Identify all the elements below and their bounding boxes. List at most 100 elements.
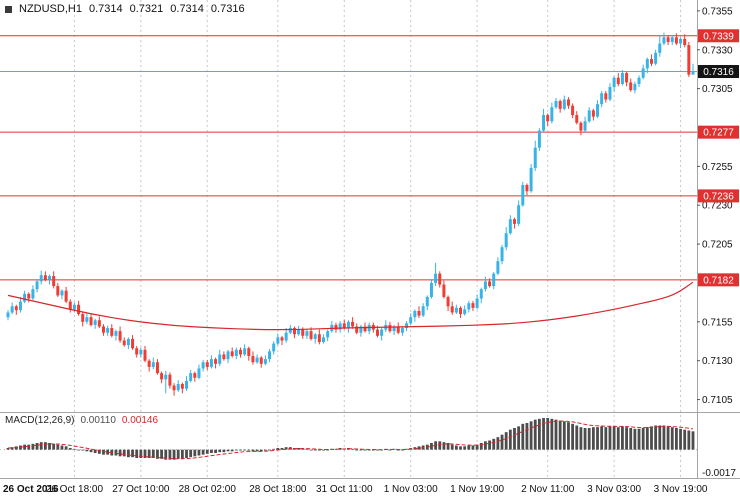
- candle-body: [554, 101, 558, 108]
- candle-body: [276, 337, 280, 344]
- macd-histogram-bar: [180, 449, 184, 459]
- macd-histogram-bar: [670, 427, 674, 450]
- candle-body: [160, 373, 164, 380]
- candle-body: [214, 359, 218, 364]
- macd-histogram-bar: [164, 449, 168, 460]
- candle-body: [243, 348, 247, 355]
- macd-histogram-bar: [438, 441, 442, 450]
- candles-layer: [6, 32, 695, 396]
- price-tick-label: 0.7130: [702, 356, 733, 367]
- candle-body: [60, 290, 64, 296]
- candle-body: [380, 329, 384, 336]
- macd-histogram-bar: [641, 428, 645, 450]
- macd-histogram-bar: [359, 449, 363, 451]
- macd-histogram-bar: [156, 449, 159, 459]
- candle-body: [359, 326, 363, 333]
- macd-histogram-bar: [214, 449, 217, 453]
- time-tick-label: 3 Nov 19:00: [654, 484, 708, 495]
- candle-body: [571, 105, 575, 116]
- candle-body: [479, 289, 483, 299]
- macd-histogram-bar: [93, 449, 97, 453]
- candle-body: [579, 122, 583, 131]
- price-level-badge-label: 0.7277: [703, 128, 734, 139]
- macd-histogram-bar: [400, 449, 404, 451]
- candle-body: [392, 326, 396, 332]
- candle-body: [421, 306, 425, 316]
- macd-histogram-bar: [317, 449, 321, 451]
- candle-body: [334, 324, 338, 330]
- macd-histogram-bar: [679, 428, 682, 450]
- macd-histogram-bar: [52, 443, 56, 450]
- macd-layer: [0, 418, 697, 460]
- candle-body: [375, 329, 379, 336]
- candle-body: [500, 247, 504, 262]
- macd-histogram-bar: [417, 446, 421, 450]
- macd-histogram-bar: [255, 449, 259, 452]
- time-tick-label: 28 Oct 18:00: [249, 484, 307, 495]
- candle-body: [508, 219, 512, 234]
- macd-histogram-bar: [504, 432, 508, 450]
- macd-histogram-bar: [596, 427, 599, 450]
- candle-body: [64, 290, 68, 302]
- macd-histogram-bar: [135, 449, 139, 458]
- candle-body: [97, 320, 101, 327]
- candle-body: [118, 331, 122, 341]
- macd-histogram-bar: [197, 449, 201, 456]
- macd-histogram-bar: [193, 449, 197, 457]
- candle-body: [297, 329, 301, 335]
- macd-histogram-bar: [189, 449, 193, 458]
- candle-body: [612, 77, 616, 88]
- candle-body: [425, 296, 429, 307]
- macd-histogram-bar: [650, 426, 653, 450]
- macd-histogram-bar: [247, 449, 251, 451]
- macd-histogram-bar: [500, 434, 504, 450]
- candle-body: [77, 304, 81, 315]
- candle-body: [185, 380, 189, 389]
- candle-body: [259, 357, 263, 364]
- candle-body: [6, 312, 10, 318]
- price-tick-label: 0.7305: [702, 84, 733, 95]
- candle-body: [641, 68, 645, 78]
- candle-body: [529, 167, 533, 192]
- candle-body: [355, 326, 359, 333]
- price-level-badge-label: 0.7182: [703, 275, 734, 286]
- macd-histogram-bar: [496, 437, 500, 450]
- candle-body: [263, 359, 267, 364]
- macd-histogram-bar: [479, 443, 483, 450]
- macd-histogram-bar: [687, 430, 691, 450]
- macd-histogram-bar: [272, 448, 276, 450]
- candle-body: [637, 77, 641, 84]
- candle-body: [31, 289, 35, 299]
- price-tick-label: 0.7255: [702, 162, 733, 173]
- macd-histogram-bar: [471, 445, 475, 450]
- macd-histogram-bar: [371, 449, 375, 451]
- macd-histogram-bar: [60, 445, 64, 450]
- macd-histogram-bar: [118, 449, 122, 457]
- macd-histogram-bar: [210, 449, 213, 453]
- candle-body: [309, 331, 313, 339]
- macd-histogram-bar: [259, 449, 263, 452]
- time-tick-label: 27 Oct 10:00: [112, 484, 170, 495]
- candle-body: [284, 332, 288, 341]
- candle-body: [193, 373, 197, 378]
- candle-body: [504, 233, 508, 248]
- time-tick-label: 2 Nov 11:00: [521, 484, 575, 495]
- candle-body: [81, 314, 85, 322]
- macd-histogram-bar: [600, 426, 604, 450]
- price-tick-label: 0.7205: [702, 240, 733, 251]
- candle-body: [56, 286, 60, 296]
- candle-body: [666, 37, 670, 42]
- macd-histogram-bar: [276, 448, 280, 450]
- candle-body: [396, 326, 400, 333]
- candle-body: [413, 310, 417, 318]
- candle-body: [268, 351, 272, 360]
- macd-histogram-bar: [521, 423, 525, 450]
- macd-histogram-bar: [334, 448, 338, 450]
- macd-histogram-bar: [338, 448, 342, 450]
- macd-histogram-bar: [621, 426, 624, 450]
- macd-histogram-bar: [313, 449, 317, 451]
- macd-histogram-bar: [102, 449, 105, 455]
- macd-histogram-bar: [81, 449, 85, 451]
